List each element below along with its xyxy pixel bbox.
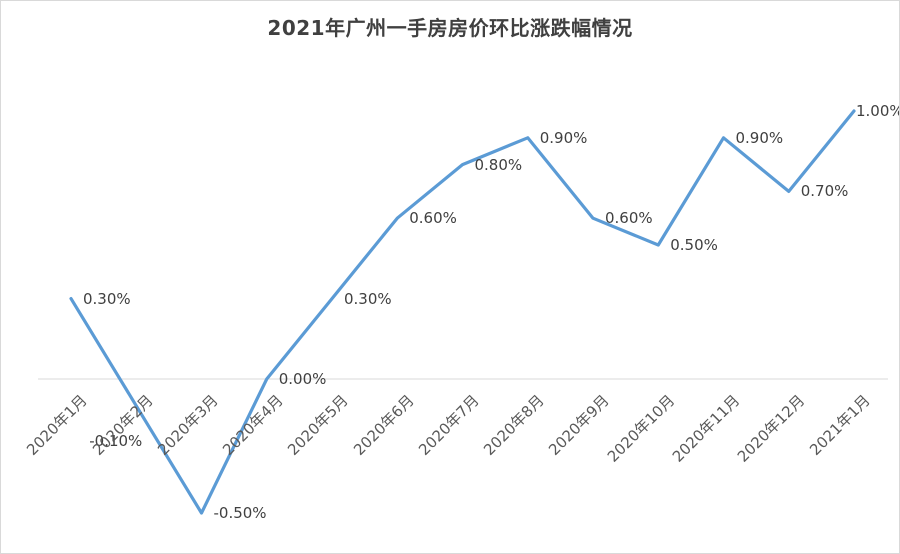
data-label: 1.00% <box>856 102 900 120</box>
data-label: 0.70% <box>800 182 849 201</box>
data-label: 0.30% <box>344 289 392 308</box>
data-label: 0.60% <box>409 209 457 228</box>
chart-title: 2021年广州一手房房价环比涨跌幅情况 <box>267 16 633 40</box>
series-line <box>69 109 856 515</box>
data-label: -0.50% <box>213 504 267 522</box>
data-label: -0.10% <box>89 431 143 450</box>
data-label: 0.90% <box>735 128 784 147</box>
data-label: 0.80% <box>474 155 523 174</box>
data-label: 0.60% <box>605 209 653 228</box>
data-label: 0.00% <box>278 370 327 388</box>
data-label: 0.50% <box>670 236 718 254</box>
data-label: 0.90% <box>539 128 588 147</box>
data-label: 0.30% <box>83 289 131 308</box>
